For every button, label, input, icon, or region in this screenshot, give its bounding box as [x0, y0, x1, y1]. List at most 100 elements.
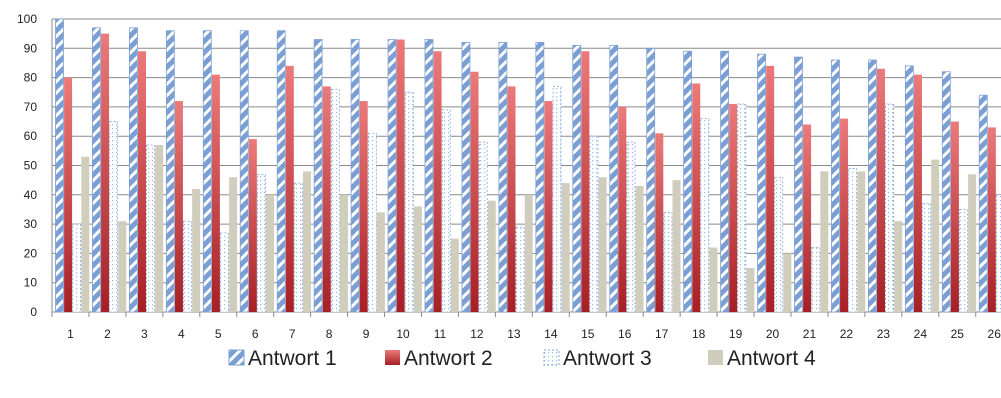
bar-antwort-2: [470, 71, 479, 313]
y-tick-label: 40: [24, 188, 38, 202]
bar-antwort-2: [396, 39, 405, 312]
bar-antwort-4: [857, 171, 866, 312]
bar-antwort-2: [64, 77, 73, 312]
bar-antwort-2: [618, 106, 627, 313]
bar-antwort-2: [248, 139, 257, 312]
y-tick-label: 80: [24, 71, 38, 85]
bar-antwort-4: [672, 180, 681, 312]
bar-antwort-4: [376, 212, 385, 312]
bar-antwort-2: [433, 51, 442, 312]
y-tick-label: 20: [24, 246, 38, 260]
bar-antwort-2: [913, 74, 922, 312]
x-tick-label: 3: [141, 327, 148, 341]
bar-antwort-1: [239, 30, 249, 313]
bar-antwort-1: [498, 42, 508, 313]
bar-antwort-3: [330, 88, 340, 313]
x-tick-label: 12: [470, 327, 484, 341]
bar-antwort-4: [524, 194, 533, 312]
bar-antwort-2: [729, 103, 738, 312]
bar-antwort-3: [552, 85, 562, 313]
bar-antwort-1: [720, 50, 729, 313]
bar-antwort-2: [322, 86, 331, 312]
bar-antwort-4: [598, 177, 607, 312]
bar-antwort-1: [202, 30, 212, 313]
bar-antwort-3: [996, 194, 1001, 313]
x-tick-label: 20: [766, 327, 780, 341]
bar-antwort-4: [894, 221, 903, 312]
bar-antwort-2: [987, 127, 996, 312]
bar-antwort-4: [820, 171, 829, 312]
bar-antwort-2: [138, 51, 146, 312]
bar-antwort-4: [635, 186, 644, 312]
bar-antwort-2: [507, 86, 516, 312]
bar-antwort-4: [709, 247, 718, 312]
x-tick-label: 19: [729, 327, 743, 341]
bar-antwort-3: [737, 103, 747, 313]
x-tick-label: 1: [67, 327, 74, 341]
x-tick-label: 8: [326, 327, 333, 341]
bar-antwort-4: [931, 159, 940, 312]
bar-antwort-3: [293, 182, 303, 313]
bar-antwort-2: [655, 133, 664, 312]
bar-antwort-3: [959, 209, 968, 313]
y-tick-label: 0: [30, 305, 37, 319]
bar-antwort-1: [609, 44, 619, 313]
bar-antwort-3: [885, 103, 894, 313]
y-tick-label: 60: [24, 129, 38, 143]
bar-antwort-2: [950, 121, 959, 312]
bar-antwort-3: [441, 109, 451, 313]
legend-label: Antwort 3: [563, 347, 652, 370]
bar-antwort-3: [220, 232, 229, 313]
bar-antwort-2: [877, 68, 885, 312]
x-tick-label: 21: [803, 327, 817, 341]
legend-swatch: [385, 350, 400, 365]
bar-antwort-3: [774, 176, 784, 313]
bar-antwort-3: [183, 220, 192, 313]
bar-antwort-3: [146, 144, 156, 313]
legend-swatch: [708, 350, 723, 365]
bar-antwort-4: [487, 200, 496, 312]
bar-antwort-1: [794, 56, 803, 313]
bar-antwort-2: [692, 83, 701, 313]
bar-antwort-1: [535, 42, 545, 313]
bar-antwort-3: [257, 173, 266, 313]
x-tick-label: 7: [289, 327, 296, 341]
bar-antwort-1: [55, 18, 64, 313]
bar-antwort-4: [155, 144, 164, 312]
bar-antwort-3: [515, 226, 525, 313]
bar-antwort-2: [359, 101, 368, 312]
y-tick-label: 10: [24, 276, 38, 290]
legend-swatch: [543, 349, 560, 366]
bar-antwort-3: [72, 223, 82, 313]
bar-antwort-1: [165, 30, 175, 313]
bar-antwort-3: [663, 211, 673, 313]
bar-antwort-4: [118, 221, 127, 312]
x-tick-label: 15: [581, 327, 595, 341]
bar-antwort-2: [766, 65, 775, 312]
x-tick-label: 11: [434, 327, 447, 341]
x-tick-label: 10: [396, 327, 410, 341]
bar-antwort-1: [424, 39, 434, 313]
x-tick-label: 17: [655, 327, 669, 341]
x-tick-label: 5: [215, 327, 222, 341]
y-tick-label: 30: [24, 217, 38, 231]
bar-antwort-4: [413, 206, 422, 312]
bar-antwort-4: [266, 194, 275, 312]
bar-antwort-3: [367, 132, 377, 313]
bar-antwort-3: [922, 203, 931, 313]
bar-antwort-1: [461, 42, 471, 313]
legend-label: Antwort 2: [404, 347, 493, 370]
bar-antwort-3: [811, 247, 821, 313]
bar-antwort-3: [700, 118, 710, 313]
x-tick-label: 25: [951, 327, 965, 341]
bar-antwort-1: [313, 39, 323, 313]
bar-antwort-3: [626, 141, 636, 313]
x-tick-label: 4: [178, 327, 185, 341]
y-tick-label: 100: [17, 12, 37, 26]
legend-label: Antwort 4: [727, 347, 816, 370]
y-tick-label: 70: [24, 100, 38, 114]
bar-antwort-4: [229, 177, 238, 312]
bar-antwort-1: [276, 30, 286, 313]
